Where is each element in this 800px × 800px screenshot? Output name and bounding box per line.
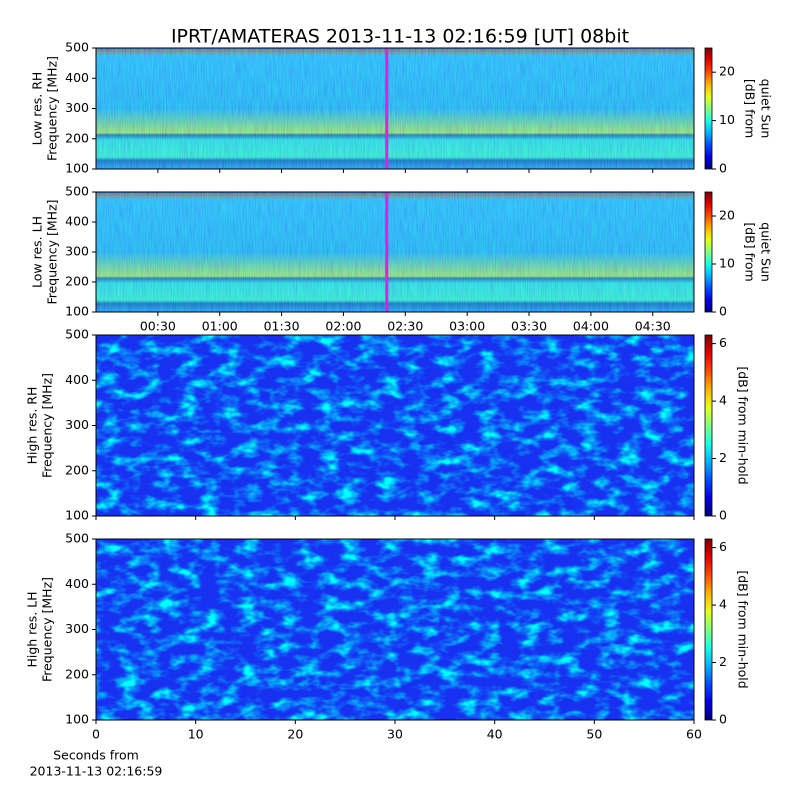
- colorbar-label: quiet Sun: [759, 79, 774, 139]
- colorbar-label: [dB] from min-hold: [736, 366, 751, 484]
- x-axis-label: Seconds from: [53, 748, 139, 763]
- x-tick-label: 03:30: [511, 319, 547, 334]
- y-tick-label: 400: [65, 70, 89, 85]
- colorbar-label: [dB] from: [743, 222, 758, 281]
- x-tick-label: 04:30: [635, 319, 671, 334]
- x-tick-label: 40: [487, 727, 503, 742]
- x-tick-label: 0: [92, 727, 100, 742]
- colorbar-label: [dB] from: [743, 79, 758, 138]
- x-tick-label: 02:30: [387, 319, 423, 334]
- chart-title: IPRT/AMATERAS 2013-11-13 02:16:59 [UT] 0…: [171, 26, 629, 48]
- colorbar-tick-label: 6: [719, 335, 727, 350]
- spectrogram-noise: [96, 192, 694, 312]
- x-axis-label: 2013-11-13 02:16:59: [30, 764, 163, 779]
- x-tick-label: 01:30: [264, 319, 300, 334]
- colorbar: [704, 538, 713, 721]
- spectrogram-noise: [96, 48, 694, 169]
- x-tick-label: 50: [586, 727, 602, 742]
- y-axis-label: High res. LH: [25, 591, 40, 667]
- colorbar-tick-label: 0: [719, 161, 727, 176]
- spectrogram-noise: [96, 539, 694, 720]
- x-tick-label: 01:00: [202, 319, 238, 334]
- spectrogram-noise: [96, 335, 694, 516]
- y-tick-label: 300: [65, 621, 89, 636]
- y-tick-label: 400: [65, 214, 89, 229]
- colorbar-label: [dB] from min-hold: [736, 570, 751, 688]
- x-tick-label: 02:00: [325, 319, 361, 334]
- y-tick-label: 200: [65, 130, 89, 145]
- colorbar-tick-label: 10: [719, 112, 735, 127]
- y-tick-label: 200: [65, 462, 89, 477]
- y-tick-label: 100: [65, 712, 89, 727]
- x-tick-label: 10: [188, 727, 204, 742]
- colorbar-label: quiet Sun: [759, 222, 774, 282]
- x-tick-label: 00:30: [140, 319, 176, 334]
- colorbar-tick-label: 0: [719, 712, 727, 727]
- y-tick-label: 100: [65, 304, 89, 319]
- y-axis-label: Frequency [MHz]: [45, 56, 60, 161]
- y-tick-label: 500: [65, 40, 89, 55]
- y-tick-label: 500: [65, 531, 89, 546]
- y-tick-label: 100: [65, 508, 89, 523]
- y-axis-label: Low res. LH: [30, 216, 45, 288]
- x-tick-label: 03:00: [449, 319, 485, 334]
- colorbar-tick-label: 4: [719, 393, 727, 408]
- y-tick-label: 300: [65, 100, 89, 115]
- y-tick-label: 200: [65, 666, 89, 681]
- colorbar-tick-label: 0: [719, 304, 727, 319]
- y-tick-label: 400: [65, 372, 89, 387]
- colorbar-tick-label: 20: [719, 64, 735, 79]
- x-tick-label: 04:00: [573, 319, 609, 334]
- y-tick-label: 400: [65, 576, 89, 591]
- colorbar-tick-label: 6: [719, 539, 727, 554]
- y-axis-label: Frequency [MHz]: [40, 373, 55, 478]
- x-tick-label: 30: [387, 727, 403, 742]
- colorbar-tick-label: 4: [719, 597, 727, 612]
- colorbar: [704, 191, 713, 313]
- y-axis-label: Frequency [MHz]: [45, 199, 60, 304]
- y-tick-label: 500: [65, 184, 89, 199]
- y-axis-label: Frequency [MHz]: [40, 577, 55, 682]
- colorbar-tick-label: 20: [719, 208, 735, 223]
- x-tick-label: 20: [287, 727, 303, 742]
- x-tick-label: 60: [686, 727, 702, 742]
- y-axis-label: High res. RH: [25, 387, 40, 465]
- y-axis-label: Low res. RH: [30, 72, 45, 146]
- y-tick-label: 200: [65, 274, 89, 289]
- colorbar-tick-label: 2: [719, 654, 727, 669]
- y-tick-label: 500: [65, 327, 89, 342]
- colorbar-tick-label: 2: [719, 450, 727, 465]
- colorbar: [704, 334, 713, 517]
- colorbar: [704, 47, 713, 170]
- y-tick-label: 300: [65, 417, 89, 432]
- y-tick-label: 100: [65, 161, 89, 176]
- colorbar-tick-label: 0: [719, 508, 727, 523]
- colorbar-tick-label: 10: [719, 256, 735, 271]
- y-tick-label: 300: [65, 244, 89, 259]
